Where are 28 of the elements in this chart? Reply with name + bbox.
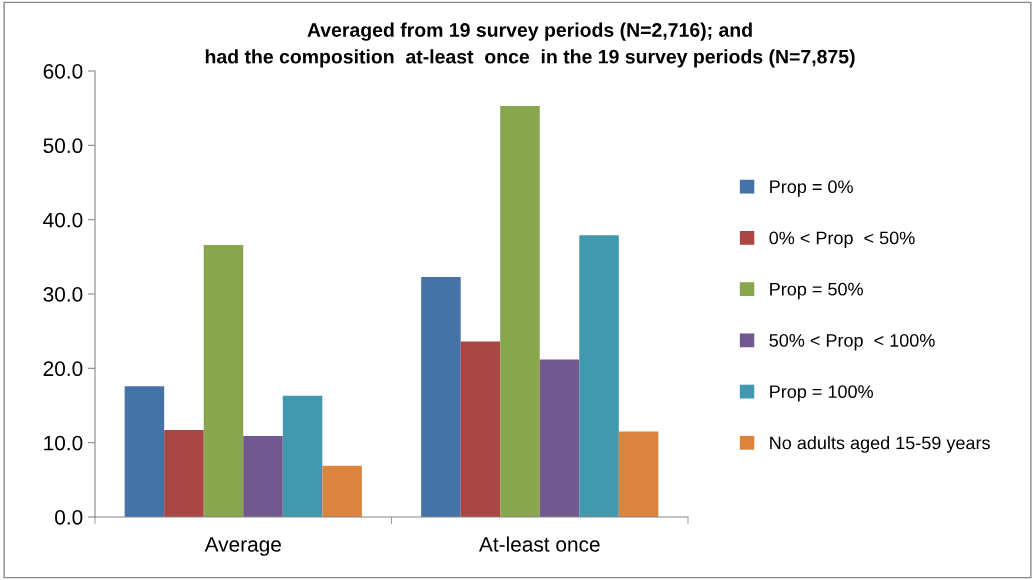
chart-title: Averaged from 19 survey periods (N=2,716); and had the composition at-least once in the 19 survey periods (N=7,875) <box>205 22 855 68</box>
legend-label: 0% < Prop < 50% <box>769 231 915 248</box>
bar <box>282 395 323 517</box>
legend-label: No adults aged 15-59 years <box>770 436 990 453</box>
x-tick-label: Average <box>204 537 281 556</box>
bar <box>164 430 204 517</box>
bar <box>124 386 165 517</box>
y-tick-label: 60.0 <box>43 64 83 79</box>
x-tick-label: At-least once <box>479 536 600 552</box>
y-tick-label: 10.0 <box>44 435 83 451</box>
y-tick-label: 30.0 <box>43 287 83 302</box>
y-tick-label: 0.0 <box>55 510 83 525</box>
bar <box>421 276 461 517</box>
y-tick-label: 50.0 <box>43 138 83 154</box>
bar <box>243 435 283 517</box>
legend-label: Prop = 0% <box>770 180 853 197</box>
bar <box>322 465 362 517</box>
y-tick-label: 40.0 <box>43 212 83 228</box>
bar <box>618 431 659 517</box>
bar <box>500 105 540 517</box>
bar <box>203 244 244 517</box>
legend-label: Prop = 100% <box>770 385 873 402</box>
legend-label: 50% < Prop < 100% <box>769 334 935 351</box>
bar <box>539 359 580 517</box>
bar <box>579 235 619 517</box>
bar <box>460 341 501 517</box>
legend-label: Prop = 50% <box>770 282 863 300</box>
y-tick-label: 20.0 <box>43 361 83 377</box>
